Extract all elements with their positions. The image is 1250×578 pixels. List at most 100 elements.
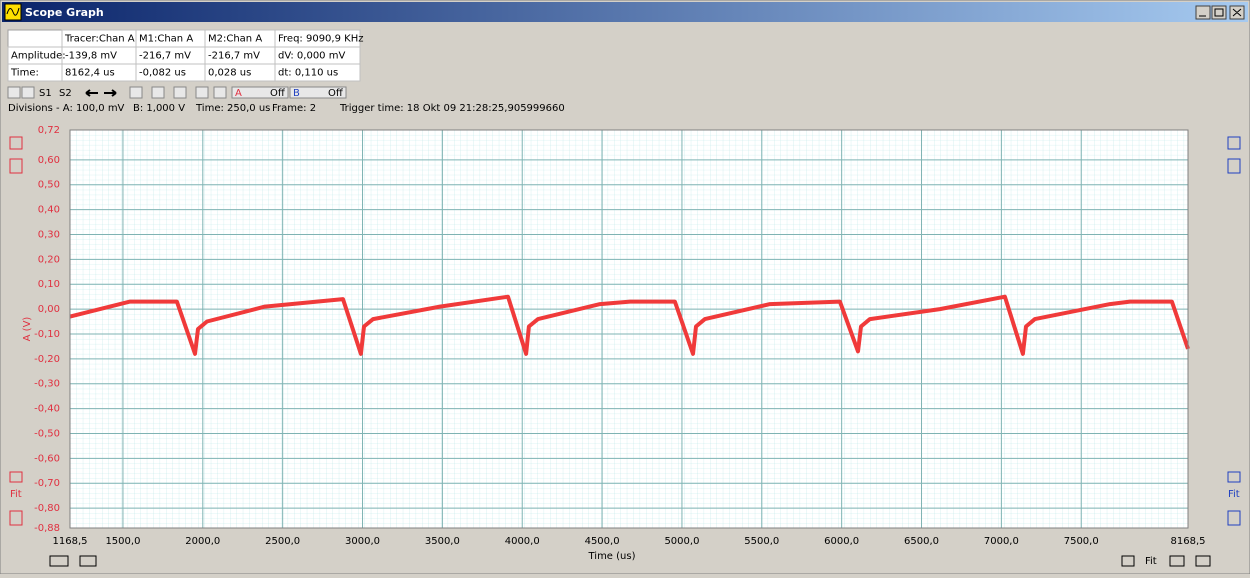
bottom-btn[interactable] bbox=[1121, 555, 1135, 567]
channel-a-state: Off bbox=[270, 88, 286, 99]
x-tick-label: 2000,0 bbox=[185, 536, 220, 547]
table-text: 8162,4 us bbox=[65, 68, 115, 79]
window-title: Scope Graph bbox=[25, 6, 104, 19]
maximize[interactable] bbox=[1211, 5, 1227, 20]
waveform bbox=[69, 294, 1190, 356]
side-controls[interactable]: Fit Fit Fit bbox=[9, 136, 1241, 567]
table-text: Tracer:Chan A bbox=[64, 34, 135, 45]
table-text: -216,7 mV bbox=[208, 51, 260, 62]
channel-b-toggle[interactable] bbox=[289, 86, 347, 99]
side-btn[interactable] bbox=[9, 510, 23, 526]
tool-btn[interactable] bbox=[195, 86, 209, 99]
side-btn[interactable] bbox=[9, 136, 23, 150]
x-tick-label: 5500,0 bbox=[744, 536, 779, 547]
window-buttons[interactable] bbox=[1195, 5, 1245, 20]
x-axis-label: Time (us) bbox=[587, 551, 635, 562]
table-cell bbox=[274, 63, 361, 82]
x-tick-label: 4000,0 bbox=[505, 536, 540, 547]
y-tick-label: -0,40 bbox=[34, 404, 60, 415]
y-tick-label: -0,20 bbox=[34, 354, 60, 365]
x-tick-label: 3500,0 bbox=[425, 536, 460, 547]
divisions-time: Time: 250,0 us bbox=[195, 103, 270, 114]
table-text: M1:Chan A bbox=[139, 34, 193, 45]
x-tick-label: 6500,0 bbox=[904, 536, 939, 547]
table-text: dV: 0,000 mV bbox=[278, 51, 345, 62]
channel-a: A bbox=[235, 88, 242, 99]
y-tick-label: 0,30 bbox=[38, 229, 60, 240]
side-btn[interactable] bbox=[1227, 471, 1241, 483]
tool-btn[interactable] bbox=[151, 86, 165, 99]
y-tick-label: -0,10 bbox=[34, 329, 60, 340]
channel-a-toggle[interactable] bbox=[231, 86, 289, 99]
trigger-time: Trigger time: 18 Okt 09 21:28:25,9059996… bbox=[339, 103, 565, 114]
side-btn[interactable] bbox=[1227, 158, 1241, 174]
tool-btn[interactable] bbox=[173, 86, 187, 99]
table-text: Amplitude: bbox=[11, 51, 66, 62]
y-tick-label: -0,50 bbox=[34, 428, 60, 439]
channel-b: B bbox=[293, 88, 300, 99]
minor-grid bbox=[70, 130, 1188, 528]
y-tick-label: 0,40 bbox=[38, 205, 60, 216]
x-tick-label: 4500,0 bbox=[585, 536, 620, 547]
arrow-buttons[interactable] bbox=[85, 89, 117, 97]
x-tick-label: 8168,5 bbox=[1171, 536, 1206, 547]
bottom-btn[interactable] bbox=[1195, 555, 1211, 567]
plot-border bbox=[69, 129, 1189, 529]
y-tick-label: -0,70 bbox=[34, 478, 60, 489]
y-tick-label: -0,30 bbox=[34, 379, 60, 390]
info-table: Tracer:Chan A M1:Chan A M2:Chan A Freq: 909… bbox=[7, 29, 363, 82]
x-tick-label: 2500,0 bbox=[265, 536, 300, 547]
bottom-btn[interactable] bbox=[1169, 555, 1185, 567]
zoom-in[interactable] bbox=[7, 86, 21, 99]
bottom-btn[interactable] bbox=[49, 555, 69, 567]
y-tick-label: -0,80 bbox=[34, 503, 60, 514]
table-text: Freq: 9090,9 KHz bbox=[278, 34, 363, 45]
side-btn[interactable] bbox=[9, 158, 23, 174]
frame: Frame: 2 bbox=[272, 103, 316, 114]
divisions: Divisions - A: 100,0 mV bbox=[8, 103, 125, 114]
x-tick-label: 5000,0 bbox=[664, 536, 699, 547]
y-axis-label: A (V) bbox=[22, 317, 33, 342]
minimize[interactable] bbox=[1195, 5, 1211, 20]
bottom-btn[interactable] bbox=[79, 555, 97, 567]
x-tick-label: 1168,5 bbox=[53, 536, 88, 547]
tool-btn[interactable] bbox=[213, 86, 227, 99]
y-tick-label: -0,60 bbox=[34, 453, 60, 464]
status-line: Divisions - A: 100,0 mV B: 1,000 V Time:… bbox=[8, 103, 565, 114]
tool-btn[interactable] bbox=[129, 86, 143, 99]
s1-button[interactable]: S1 bbox=[39, 88, 52, 99]
fit-bottom[interactable]: Fit bbox=[1145, 556, 1157, 567]
x-tick-label: 7500,0 bbox=[1064, 536, 1099, 547]
divisions-b: B: 1,000 V bbox=[133, 103, 185, 114]
channel-b-state: Off bbox=[328, 88, 344, 99]
zoom-out[interactable] bbox=[21, 86, 35, 99]
y-tick-label: 0,10 bbox=[38, 279, 60, 290]
table-text: M2:Chan A bbox=[208, 34, 262, 45]
y-tick-label: 0,60 bbox=[38, 155, 60, 166]
table-text: -216,7 mV bbox=[139, 51, 191, 62]
y-tick-label: 0,50 bbox=[38, 180, 60, 191]
app-icon-wave bbox=[6, 7, 20, 16]
side-btn[interactable] bbox=[9, 471, 23, 483]
title-bar bbox=[2, 2, 1248, 22]
y-tick-label: -0,88 bbox=[34, 523, 60, 534]
s2-button[interactable]: S2 bbox=[59, 88, 72, 99]
plot bbox=[69, 129, 1190, 529]
x-tick-label: 7000,0 bbox=[984, 536, 1019, 547]
x-tick-label: 6000,0 bbox=[824, 536, 859, 547]
y-tick-label: 0,72 bbox=[38, 125, 60, 136]
table-text: 0,028 us bbox=[208, 68, 251, 79]
table-bg bbox=[7, 29, 361, 82]
toolbar[interactable]: S1 S2 A Off B Off bbox=[7, 86, 347, 99]
y-tick-label: 0,00 bbox=[38, 304, 60, 315]
button-glyphs bbox=[1199, 8, 1242, 17]
y-tick-label: 0,20 bbox=[38, 254, 60, 265]
table-text: -139,8 mV bbox=[65, 51, 117, 62]
side-btn[interactable] bbox=[1227, 136, 1241, 150]
x-tick-label: 3000,0 bbox=[345, 536, 380, 547]
fit-left[interactable]: Fit bbox=[10, 489, 22, 500]
table-text: Time: bbox=[10, 68, 39, 79]
fit-right[interactable]: Fit bbox=[1228, 489, 1240, 500]
side-btn[interactable] bbox=[1227, 510, 1241, 526]
